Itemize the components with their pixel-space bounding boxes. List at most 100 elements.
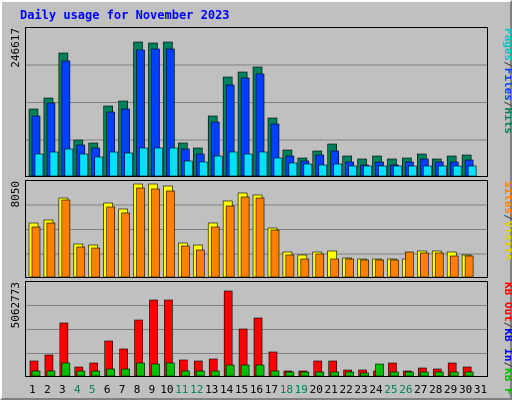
- bar-pages-day-25: [393, 165, 402, 177]
- x-tick-label-day-8: 8: [134, 383, 141, 396]
- bar-kb-in-day-15: [240, 364, 250, 377]
- bar-sites-day-3: [61, 199, 71, 278]
- legend-hits: Hits: [502, 108, 512, 135]
- legend: KB Out/KB In/KB F: [502, 282, 512, 395]
- bar-pages-day-6: [109, 151, 118, 177]
- x-tick-label-day-13: 13: [205, 383, 218, 396]
- bar-kb-in-day-28: [434, 371, 444, 377]
- bar-pages-day-13: [213, 155, 223, 177]
- bar-sites-day-9: [151, 188, 160, 278]
- bar-kb-in-day-30: [464, 371, 474, 377]
- bar-sites-day-24: [375, 259, 384, 278]
- x-tick-label-day-6: 6: [104, 383, 111, 396]
- bar-sites-day-11: [181, 245, 190, 278]
- bar-pages-day-23: [363, 165, 372, 177]
- bar-pages-day-28: [437, 165, 447, 177]
- x-tick-label-day-25: 25: [384, 383, 397, 396]
- bar-pages-day-15: [243, 153, 253, 177]
- x-tick-label-day-16: 16: [250, 383, 263, 396]
- bar-kb-in-day-23: [360, 372, 369, 377]
- x-tick-label-day-27: 27: [414, 383, 427, 396]
- bar-pages-day-19: [303, 163, 313, 177]
- y-max-label: 8050: [9, 181, 22, 208]
- bar-sites-day-10: [166, 190, 175, 278]
- bar-sites-day-13: [210, 226, 220, 278]
- bar-kb-f-day-14: [223, 290, 233, 377]
- bar-sites-day-14: [225, 205, 235, 278]
- x-tick-label-day-3: 3: [59, 383, 66, 396]
- x-tick-label-day-2: 2: [44, 383, 51, 396]
- x-tick-label-day-21: 21: [325, 383, 338, 396]
- y-max-label: 246617: [9, 28, 22, 68]
- bar-sites-day-28: [434, 252, 444, 278]
- x-tick-label-day-12: 12: [190, 383, 203, 396]
- bar-pages-day-29: [452, 165, 462, 177]
- bar-pages-day-10: [169, 147, 178, 177]
- bar-sites-day-15: [240, 196, 250, 278]
- bar-pages-day-4: [79, 153, 89, 177]
- bar-pages-day-26: [408, 165, 417, 177]
- panel-border: [25, 180, 488, 278]
- legend-visits: Visits: [502, 221, 512, 261]
- bar-sites-day-1: [31, 226, 41, 278]
- bar-pages-day-17: [273, 157, 283, 177]
- legend-separator: /: [502, 101, 512, 108]
- bar-kb-in-day-21: [330, 371, 340, 377]
- bar-sites-day-7: [121, 212, 130, 278]
- bar-pages-day-24: [378, 165, 387, 177]
- bar-kb-in-day-13: [210, 370, 220, 377]
- x-tick-label-day-1: 1: [29, 383, 36, 396]
- bar-kb-in-day-29: [449, 371, 459, 377]
- legend: Sites/Visits: [502, 181, 512, 261]
- legend-kb-out: KB Out: [502, 282, 512, 322]
- x-tick-label-day-22: 22: [339, 383, 352, 396]
- bar-kb-in-day-4: [76, 370, 86, 377]
- bar-sites-day-8: [136, 187, 145, 278]
- x-tick-label-day-28: 28: [429, 383, 442, 396]
- legend-separator: /: [502, 362, 512, 369]
- bar-pages-day-12: [198, 161, 208, 177]
- bar-kb-in-day-25: [390, 371, 399, 377]
- bar-sites-day-23: [360, 259, 369, 278]
- x-tick-label-day-5: 5: [89, 383, 96, 396]
- x-tick-label-day-23: 23: [354, 383, 367, 396]
- bar-kb-in-day-10: [166, 362, 175, 377]
- x-tick-label-day-24: 24: [369, 383, 383, 396]
- bar-kb-in-day-12: [195, 370, 205, 377]
- bar-pages-day-7: [124, 152, 133, 177]
- x-tick-label-day-7: 7: [119, 383, 126, 396]
- bar-sites-day-20: [315, 253, 325, 278]
- bar-kb-in-day-6: [106, 368, 115, 377]
- bar-kb-in-day-8: [136, 362, 145, 377]
- bar-sites-day-6: [106, 206, 115, 278]
- chart-title: Daily usage for November 2023: [20, 8, 230, 22]
- legend-separator: /: [502, 61, 512, 68]
- panel-border: [25, 281, 488, 377]
- x-tick-label-day-15: 15: [235, 383, 248, 396]
- bar-sites-day-17: [270, 229, 280, 278]
- x-tick-label-day-29: 29: [444, 383, 457, 396]
- bar-pages-day-5: [94, 156, 104, 177]
- x-tick-label-day-17: 17: [265, 383, 278, 396]
- bar-kb-in-day-2: [46, 370, 56, 377]
- bar-kb-in-day-17: [270, 370, 280, 377]
- y-max-label: 5062773: [9, 282, 22, 328]
- bar-kb-in-day-22: [345, 371, 354, 377]
- bar-kb-in-day-5: [91, 370, 101, 377]
- bar-pages-day-22: [348, 165, 357, 177]
- bar-sites-day-29: [449, 255, 459, 278]
- bar-kb-in-day-27: [420, 371, 429, 377]
- bar-sites-day-30: [464, 255, 474, 278]
- legend-kb-in: KB In: [502, 328, 512, 361]
- bar-pages-day-21: [333, 163, 343, 177]
- bar-sites-day-27: [420, 252, 429, 278]
- bar-sites-day-2: [46, 222, 56, 278]
- bar-pages-day-3: [64, 148, 74, 177]
- bar-sites-day-21: [330, 258, 340, 278]
- bar-kb-in-day-24: [375, 363, 384, 377]
- bar-pages-day-14: [228, 151, 238, 177]
- x-tick-label-day-9: 9: [149, 383, 156, 396]
